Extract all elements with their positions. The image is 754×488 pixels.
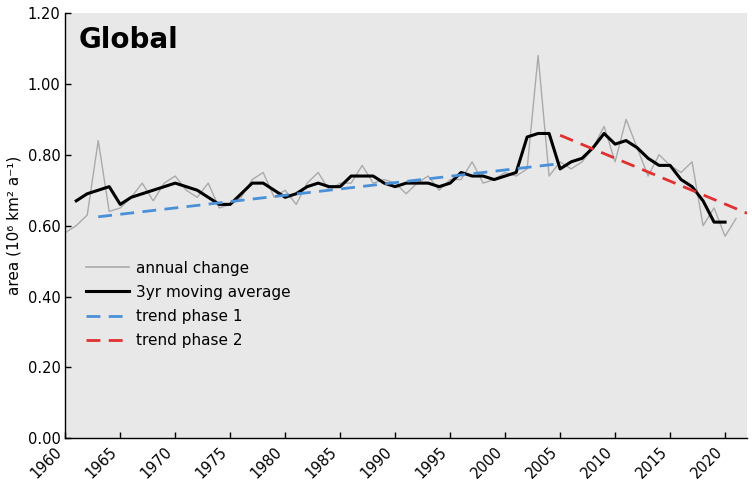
- Legend: annual change, 3yr moving average, trend phase 1, trend phase 2: annual change, 3yr moving average, trend…: [80, 254, 297, 354]
- Text: Global: Global: [79, 26, 179, 54]
- Y-axis label: area (10⁶ km² a⁻¹): area (10⁶ km² a⁻¹): [7, 156, 22, 295]
